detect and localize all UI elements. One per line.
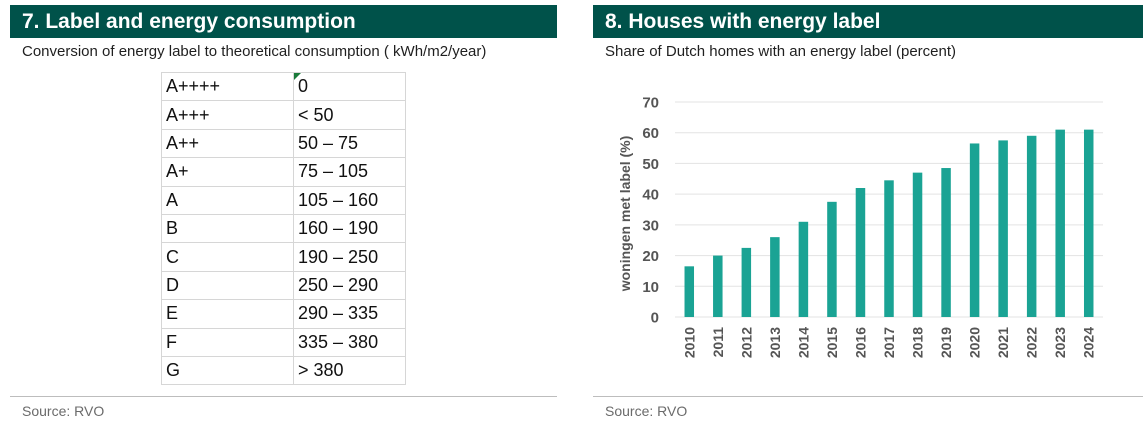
bar [1055, 129, 1065, 317]
consumption-cell: 75 – 105 [293, 157, 406, 187]
x-tick-label: 2022 [1024, 327, 1040, 358]
left-divider [10, 396, 557, 397]
consumption-cell: 250 – 290 [293, 270, 406, 301]
bar [998, 140, 1008, 317]
consumption-value: 105 – 160 [298, 189, 379, 210]
bar [684, 266, 695, 317]
bar [827, 201, 837, 317]
right-divider [593, 396, 1143, 397]
energy-label-cell: E [161, 299, 294, 329]
consumption-value: 75 – 105 [298, 161, 369, 182]
energy-label-cell: F [161, 327, 294, 357]
energy-label-cell: D [161, 270, 294, 301]
comment-indicator-icon [294, 73, 301, 80]
x-tick-label: 2014 [795, 327, 811, 358]
bar [713, 255, 723, 317]
x-tick-label: 2018 [910, 327, 926, 358]
consumption-value: 160 – 190 [298, 218, 379, 239]
energy-label-cell: A++++ [161, 71, 294, 102]
table-row: B 160 – 190 [161, 213, 406, 244]
y-tick-label: 70 [642, 95, 659, 112]
consumption-cell: 335 – 380 [293, 327, 406, 357]
table-row: D 250 – 290 [161, 270, 406, 301]
consumption-value: 250 – 290 [298, 274, 379, 295]
y-tick-label: 20 [642, 248, 659, 265]
table-row: C 190 – 250 [161, 242, 406, 272]
bar [1083, 129, 1094, 317]
x-tick-label: 2021 [995, 327, 1011, 358]
left-source-note: Source: RVO [22, 403, 105, 419]
energy-label-table: A++++ 0 A+++ < 50 A++ 50 – 75 A+ 75 – 105 A 105 –… [161, 71, 406, 386]
bar [884, 180, 894, 317]
consumption-cell: < 50 [293, 100, 406, 130]
y-tick-label: 0 [651, 310, 659, 327]
bar [855, 188, 866, 317]
y-tick-label: 50 [642, 156, 659, 173]
x-tick-label: 2023 [1052, 327, 1068, 358]
table-row: A+++ < 50 [161, 100, 406, 130]
x-tick-label: 2012 [738, 327, 754, 358]
y-axis-label: woningen met label (%) [617, 136, 633, 293]
x-tick-label: 2015 [824, 327, 840, 358]
x-tick-label: 2020 [967, 327, 983, 358]
y-tick-label: 30 [642, 217, 659, 234]
table-row: A++++ 0 [161, 71, 406, 102]
consumption-cell: 190 – 250 [293, 242, 406, 272]
consumption-value: > 380 [298, 360, 344, 381]
table-row: A+ 75 – 105 [161, 157, 406, 187]
energy-label-cell: C [161, 242, 294, 272]
bar [741, 247, 752, 317]
energy-label-cell: G [161, 355, 294, 386]
energy-label-cell: A++ [161, 128, 294, 159]
right-panel-title: 8. Houses with energy label [593, 5, 1143, 38]
consumption-cell: > 380 [293, 355, 406, 386]
x-tick-label: 2016 [852, 327, 868, 358]
table-row: A 105 – 160 [161, 185, 406, 215]
consumption-value: 190 – 250 [298, 246, 379, 267]
bar [912, 172, 923, 317]
x-tick-label: 2010 [681, 327, 697, 358]
consumption-cell: 290 – 335 [293, 299, 406, 329]
y-tick-label: 60 [642, 125, 659, 142]
bar [969, 143, 980, 317]
consumption-value: 290 – 335 [298, 303, 379, 324]
consumption-cell: 160 – 190 [293, 213, 406, 244]
right-source-note: Source: RVO [605, 403, 688, 419]
table-row: A++ 50 – 75 [161, 128, 406, 159]
x-tick-label: 2019 [938, 327, 954, 358]
bar [798, 221, 809, 317]
consumption-cell: 105 – 160 [293, 185, 406, 215]
right-panel-subtitle: Share of Dutch homes with an energy labe… [605, 43, 957, 60]
label-consumption-panel: 7. Label and energy consumption Conversi… [10, 5, 557, 428]
table-row: E 290 – 335 [161, 299, 406, 329]
table-row: F 335 – 380 [161, 327, 406, 357]
houses-label-panel: 8. Houses with energy label Share of Dut… [593, 5, 1143, 428]
bar [1026, 135, 1037, 317]
left-panel-title: 7. Label and energy consumption [10, 5, 557, 38]
energy-label-cell: A+ [161, 157, 294, 187]
energy-label-cell: A+++ [161, 100, 294, 130]
x-tick-label: 2017 [881, 327, 897, 358]
consumption-cell: 0 [293, 71, 406, 102]
energy-label-bar-chart: 0 10 20 30 40 50 60 70 2010 2011 2012 2013 2014 2015 2… [617, 95, 1103, 358]
energy-label-cell: A [161, 185, 294, 215]
x-tick-label: 2011 [710, 327, 726, 358]
consumption-value: < 50 [298, 104, 334, 125]
y-tick-label: 10 [642, 279, 659, 296]
consumption-value: 335 – 380 [298, 331, 379, 352]
consumption-cell: 50 – 75 [293, 128, 406, 159]
bar [770, 237, 780, 317]
left-panel-subtitle: Conversion of energy label to theoretica… [22, 43, 487, 60]
consumption-value: 50 – 75 [298, 132, 359, 153]
bar [941, 168, 951, 317]
y-tick-label: 40 [642, 187, 659, 204]
x-tick-label: 2013 [767, 327, 783, 358]
consumption-value: 0 [298, 76, 309, 97]
table-row: G > 380 [161, 355, 406, 386]
x-tick-label: 2024 [1081, 327, 1097, 358]
energy-label-cell: B [161, 213, 294, 244]
